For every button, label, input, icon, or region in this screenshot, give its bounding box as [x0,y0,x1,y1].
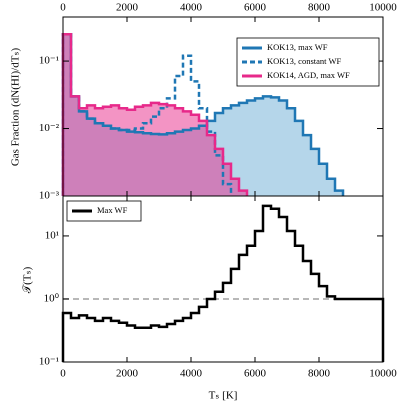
histogram-bar [255,98,263,196]
histogram-bar [167,105,175,196]
histogram-bar [207,135,215,196]
histogram-bar [151,102,159,196]
histogram-bar [263,96,271,196]
histogram-bar [191,114,199,196]
y-axis-label: 𝒯(Tₛ) [22,266,34,293]
histogram-bar [223,108,231,196]
histogram-bar [175,108,183,196]
x-tick-label: 10000 [369,2,397,14]
x-tick-label: 2000 [116,2,139,14]
histogram-bar [231,178,239,196]
x-tick-label: 4000 [180,2,203,14]
x-tick-label: 0 [60,368,66,380]
histogram-bar [295,120,303,196]
legend-box [66,200,142,222]
histogram-bar [159,104,167,196]
plot-frame [62,195,384,363]
histogram-bar [239,102,247,196]
histogram-outline [61,32,249,196]
histogram-bar [239,190,247,196]
x-tick-label: 2000 [116,368,139,380]
histogram-outline [61,204,385,362]
histogram-bar [335,190,343,196]
y-tick-label: 10⁻³ [39,190,60,202]
histogram-outline [61,32,233,196]
histogram-bar [319,163,327,196]
histogram-bar [95,108,103,196]
histogram-bar [71,96,79,196]
histogram-bar [223,163,231,196]
legend-label: KOK13, max WF [267,42,328,52]
histogram-bar [287,108,295,196]
histogram-bar [63,34,71,196]
x-tick-label: 6000 [244,368,267,380]
y-axis-label: Gas Fraction (dN(HI)/dTₛ) [10,47,22,166]
x-tick-label: 8000 [308,2,331,14]
histogram-bar [311,148,319,196]
histogram-bar [111,105,119,196]
histogram-bar [127,109,135,196]
x-tick-label: 4000 [180,368,203,380]
histogram-bar [135,106,143,196]
histogram-bar [119,108,127,196]
histogram-bar [271,97,279,196]
x-tick-label: 10000 [369,368,397,380]
y-tick-label: 10⁻¹ [39,55,59,67]
histogram-bar [143,105,151,196]
histogram-bar [247,100,255,196]
x-tick-label: 0 [60,2,66,14]
histogram-bar [79,108,87,196]
histogram-bar [231,105,239,196]
y-tick-label: 10¹ [45,229,59,241]
histogram-bar [87,105,95,196]
x-tick-label: 8000 [308,368,331,380]
legend-label: KOK13, constant WF [267,56,341,66]
histogram-bar [279,100,287,196]
y-tick-label: 10⁰ [44,292,60,304]
legend-label: Max WF [97,205,128,215]
y-tick-label: 10⁻² [39,122,60,134]
histogram-bar [183,111,191,196]
histogram-bar [215,148,223,196]
x-axis-label: Tₛ [K] [209,390,238,402]
legend-label: KOK14, AGD, max WF [267,70,350,80]
histogram-bar [103,106,111,196]
histogram-bar [199,120,207,196]
histogram-bar [303,135,311,196]
x-tick-label: 6000 [244,2,267,14]
y-tick-label: 10⁻¹ [39,356,59,368]
histogram-bar [327,178,335,196]
